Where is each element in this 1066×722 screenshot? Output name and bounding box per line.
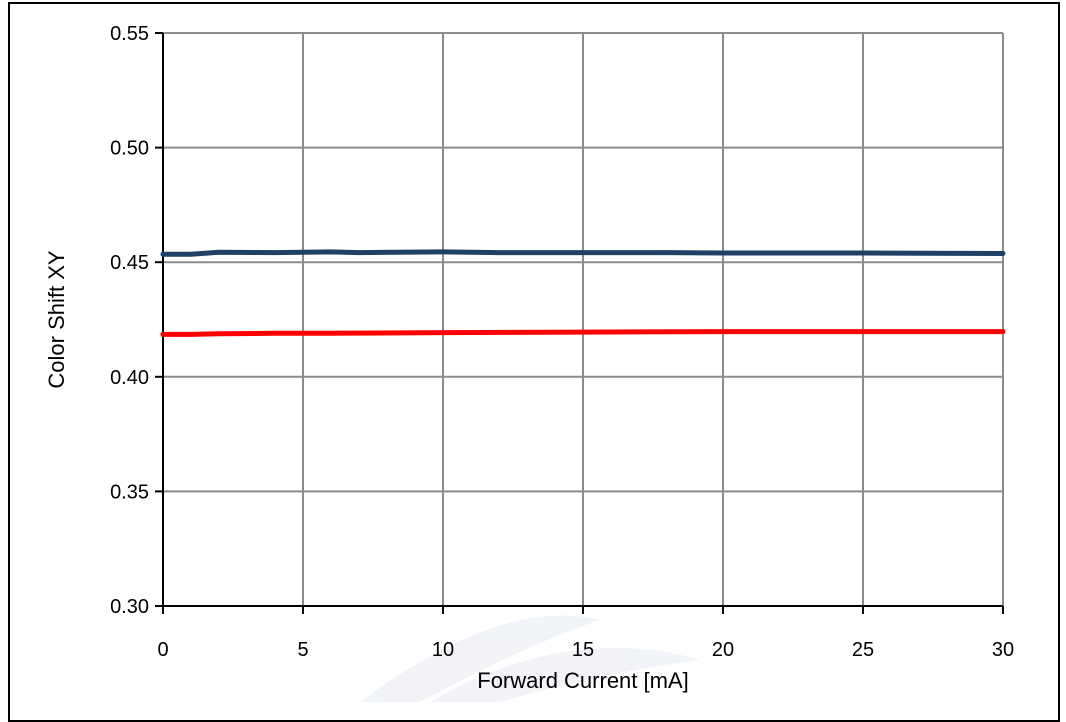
y-tick-label: 0.45 — [110, 252, 149, 274]
y-tick-label: 0.30 — [110, 596, 149, 618]
grid-lines — [163, 33, 1003, 606]
y-tick-label: 0.50 — [110, 138, 149, 160]
x-tick-label: 10 — [432, 639, 454, 661]
x-tick-labels: 0 5 10 15 20 25 30 — [157, 606, 1014, 661]
x-tick-label: 15 — [572, 639, 594, 661]
series-line-1 — [163, 332, 1003, 335]
x-tick-label: 20 — [712, 639, 734, 661]
y-tick-labels: 0.30 0.35 0.40 0.45 0.50 0.55 — [110, 23, 163, 618]
y-tick-label: 0.40 — [110, 367, 149, 389]
x-tick-label: 5 — [297, 639, 308, 661]
x-tick-label: 25 — [852, 639, 874, 661]
y-axis-label: Color Shift XY — [44, 250, 69, 388]
x-tick-label: 30 — [992, 639, 1014, 661]
x-axis-label: Forward Current [mA] — [477, 668, 689, 693]
y-tick-label: 0.35 — [110, 481, 149, 503]
y-tick-label: 0.55 — [110, 23, 149, 45]
line-chart: 0.30 0.35 0.40 0.45 0.50 0.55 0 5 10 15 20 25 30 Fo… — [0, 0, 1066, 702]
x-tick-label: 0 — [157, 639, 168, 661]
series-line-0 — [163, 252, 1003, 254]
